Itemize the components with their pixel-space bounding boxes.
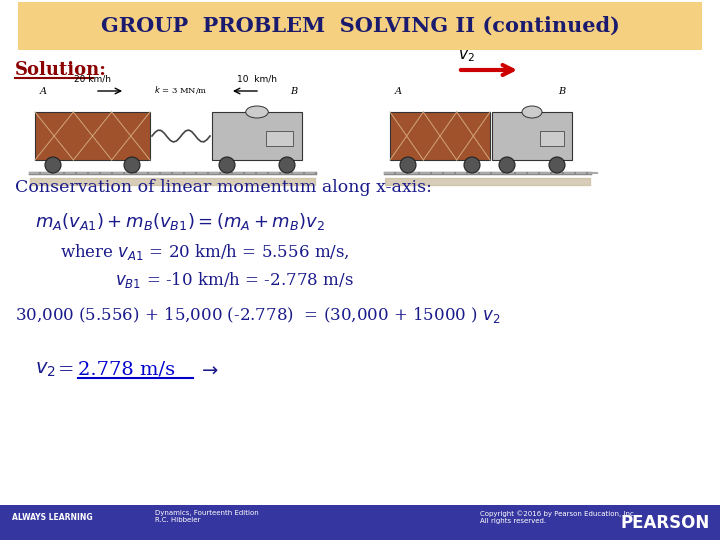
Circle shape [219, 157, 235, 173]
Bar [0, 505, 720, 540]
Text: ALWAYS LEARNING: ALWAYS LEARNING [12, 512, 93, 522]
Circle shape [549, 157, 565, 173]
Ellipse shape [246, 106, 269, 118]
Text: B: B [558, 87, 565, 96]
Text: Copyright ©2016 by Pearson Education, Inc.
All rights reserved.: Copyright ©2016 by Pearson Education, In… [480, 510, 636, 524]
Text: 30,000 (5.556) + 15,000 (-2.778)  = (30,000 + 15000 ) $v_2$: 30,000 (5.556) + 15,000 (-2.778) = (30,0… [15, 305, 500, 325]
Bar [212, 112, 302, 160]
Circle shape [499, 157, 515, 173]
Bar [492, 112, 572, 160]
Text: $v_{B1}$ = -10 km/h = -2.778 m/s: $v_{B1}$ = -10 km/h = -2.778 m/s [115, 270, 354, 290]
Bar [18, 2, 702, 50]
Bar [390, 112, 490, 160]
Text: $k$ = 3 MN/m: $k$ = 3 MN/m [154, 84, 208, 96]
Text: 20 km/h: 20 km/h [73, 75, 110, 84]
Text: A: A [395, 87, 402, 96]
Text: Dynamics, Fourteenth Edition
R.C. Hibbeler: Dynamics, Fourteenth Edition R.C. Hibbel… [155, 510, 258, 523]
Bar [35, 112, 150, 160]
Circle shape [45, 157, 61, 173]
Text: $m_A(v_{A1}) + m_B(v_{B1}) = ( m_A + m_B ) v_2$: $m_A(v_{A1}) + m_B(v_{B1}) = ( m_A + m_B… [35, 212, 325, 233]
Circle shape [279, 157, 295, 173]
Bar [266, 131, 293, 146]
Circle shape [124, 157, 140, 173]
Bar [540, 131, 564, 146]
Text: A: A [40, 87, 47, 96]
Text: where $v_{A1}$ = 20 km/h = 5.556 m/s,: where $v_{A1}$ = 20 km/h = 5.556 m/s, [60, 242, 350, 262]
Text: $\rightarrow$: $\rightarrow$ [198, 361, 219, 379]
Text: $v_2$: $v_2$ [35, 361, 55, 379]
Text: Solution:: Solution: [15, 61, 107, 79]
Circle shape [400, 157, 416, 173]
Text: Conservation of linear momentum along x-axis:: Conservation of linear momentum along x-… [15, 179, 432, 197]
Text: B: B [290, 87, 297, 96]
Text: GROUP  PROBLEM  SOLVING II (continued): GROUP PROBLEM SOLVING II (continued) [101, 16, 619, 36]
Circle shape [464, 157, 480, 173]
Text: 2.778 m/s: 2.778 m/s [78, 361, 175, 379]
Text: $v_2$: $v_2$ [458, 48, 474, 64]
Text: 10  km/h: 10 km/h [237, 75, 277, 84]
Text: =: = [58, 361, 81, 379]
Ellipse shape [522, 106, 542, 118]
Text: PEARSON: PEARSON [621, 514, 710, 532]
